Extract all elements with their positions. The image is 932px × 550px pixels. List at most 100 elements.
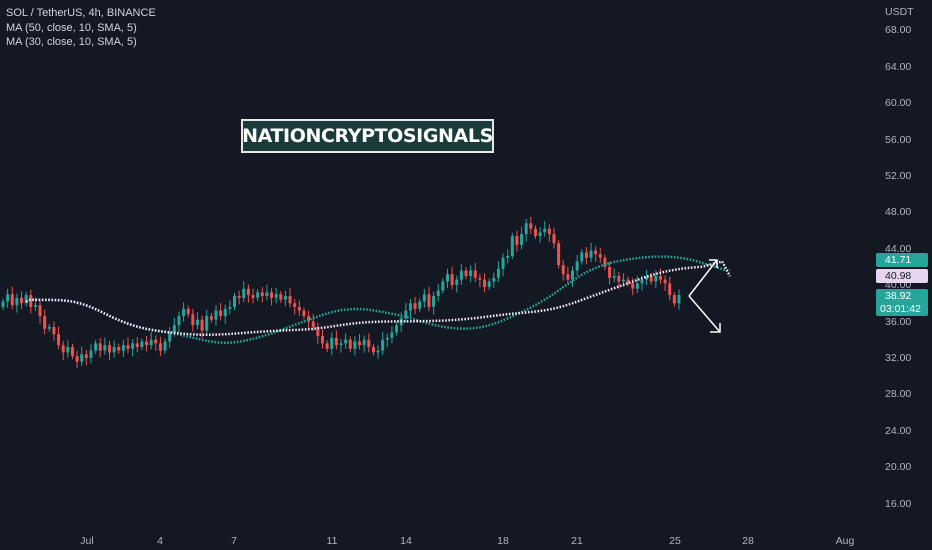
candle-body xyxy=(43,316,47,329)
candle-body xyxy=(200,319,204,331)
candle-body xyxy=(589,250,593,258)
candles xyxy=(1,216,681,369)
price-tick: 56.00 xyxy=(885,133,912,146)
candle-body xyxy=(455,279,459,286)
candle-body xyxy=(168,332,172,342)
candle-body xyxy=(376,350,380,353)
candle-body xyxy=(640,279,644,284)
candle-body xyxy=(233,296,237,307)
candle-body xyxy=(223,308,227,317)
price-chart[interactable] xyxy=(0,0,872,534)
candle-body xyxy=(344,339,348,344)
candle-body xyxy=(381,339,385,351)
candle-body xyxy=(348,339,352,349)
ma-50-line-line xyxy=(25,259,732,336)
price-axis[interactable]: USDT 68.00 64.00 60.00 56.00 52.00 48.00 44.00… xyxy=(872,0,932,550)
candle-body xyxy=(621,279,625,282)
candle-body xyxy=(492,277,496,282)
candle-body xyxy=(649,276,653,282)
chart-area[interactable]: SOL / TetherUS, 4h, BINANCE MA (50, clos… xyxy=(0,0,872,534)
candle-body xyxy=(432,296,436,307)
candle-body xyxy=(510,235,514,256)
candle-body xyxy=(265,292,269,297)
price-tick: 24.00 xyxy=(885,424,912,437)
candle-body xyxy=(515,235,519,246)
candle-body xyxy=(575,261,579,271)
candle-body xyxy=(580,252,584,262)
candle-body xyxy=(145,341,149,346)
candle-body xyxy=(390,332,394,338)
chart-legend: SOL / TetherUS, 4h, BINANCE MA (50, clos… xyxy=(6,6,156,50)
candle-body xyxy=(288,296,292,304)
price-tick: 28.00 xyxy=(885,388,912,401)
candle-body xyxy=(260,292,264,297)
candle-body xyxy=(172,325,176,333)
candle-body xyxy=(112,346,116,353)
candle-body xyxy=(677,294,681,304)
candle-body xyxy=(464,270,468,276)
price-tick: 64.00 xyxy=(885,60,912,73)
candle-body xyxy=(603,257,607,267)
candle-body xyxy=(98,343,102,351)
candle-body xyxy=(552,234,556,244)
candle-body xyxy=(631,283,635,289)
candle-body xyxy=(441,281,445,291)
candle-body xyxy=(135,343,139,347)
ma-30-line xyxy=(25,255,731,345)
candle-body xyxy=(177,316,181,326)
candle-body xyxy=(487,281,491,287)
candle-body xyxy=(608,266,612,278)
candle-body xyxy=(339,343,343,346)
candle-body xyxy=(237,296,241,298)
time-axis[interactable]: Jul 4 7 11 14 18 21 25 28 Aug xyxy=(0,534,872,550)
candle-body xyxy=(47,326,51,329)
candle-body xyxy=(89,350,93,358)
candle-body xyxy=(598,254,602,258)
candle-body xyxy=(408,303,412,311)
candle-body xyxy=(557,243,561,266)
projection-arrows xyxy=(688,259,721,333)
time-tick: Jul xyxy=(80,535,94,547)
candle-body xyxy=(385,337,389,340)
candle-body xyxy=(668,283,672,296)
candle-body xyxy=(334,337,338,346)
candle-body xyxy=(186,308,190,315)
candle-body xyxy=(293,303,297,307)
time-tick: 4 xyxy=(157,535,163,547)
arrowhead xyxy=(709,259,718,268)
symbol-info[interactable]: SOL / TetherUS, 4h, BINANCE xyxy=(6,7,156,19)
price-label: 41.71 xyxy=(876,253,928,267)
price-tick: 20.00 xyxy=(885,461,912,474)
candle-body xyxy=(617,276,621,282)
candle-body xyxy=(121,345,125,351)
candle-body xyxy=(459,270,463,280)
candle-body xyxy=(538,232,542,236)
candle-body xyxy=(571,270,575,280)
ma-30-indicator-label[interactable]: MA (30, close, 10, SMA, 5) xyxy=(6,36,137,48)
candle-body xyxy=(543,228,547,233)
candle-body xyxy=(302,310,306,317)
candle-body xyxy=(307,316,311,322)
candle-body xyxy=(325,343,329,349)
ma-50-indicator-label[interactable]: MA (50, close, 10, SMA, 5) xyxy=(6,21,137,34)
axis-currency: USDT xyxy=(885,6,914,18)
candle-body xyxy=(205,316,209,331)
time-tick: 25 xyxy=(669,535,681,547)
price-tick: 32.00 xyxy=(885,351,912,364)
time-tick: 7 xyxy=(231,535,237,547)
candle-body xyxy=(316,326,320,337)
candle-body xyxy=(20,297,24,304)
price-label: 40.98 xyxy=(876,268,928,283)
candle-body xyxy=(297,306,301,311)
candle-body xyxy=(33,305,37,307)
candle-body xyxy=(478,277,482,280)
candle-body xyxy=(404,310,408,318)
price-tick: 60.00 xyxy=(885,97,912,110)
candle-body xyxy=(524,223,528,235)
candle-body xyxy=(320,336,324,344)
candle-body xyxy=(330,337,334,349)
candle-body xyxy=(6,294,10,302)
candle-body xyxy=(270,292,274,298)
candle-body xyxy=(561,265,565,275)
price-tick: 52.00 xyxy=(885,169,912,182)
